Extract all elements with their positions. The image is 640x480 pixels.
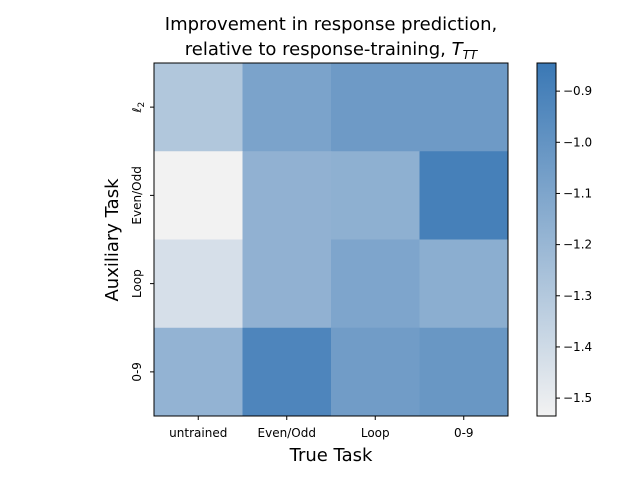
heatmap-cell [242, 63, 332, 152]
heatmap-cell [242, 239, 332, 329]
colorbar-tick-label: −1.0 [563, 135, 592, 149]
colorbar [536, 62, 557, 417]
colorbar-tick-label: −1.2 [563, 238, 592, 252]
heatmap-cell [154, 327, 243, 417]
heatmap-cell [242, 151, 332, 240]
heatmap-cell [242, 327, 332, 417]
y-axis-ticks: ℓ2 Even/Odd Loop 0-9 [130, 102, 154, 382]
heatmap-cell [419, 63, 509, 152]
colorbar-tick-label: −1.1 [563, 186, 592, 200]
chart-title-line1: Improvement in response prediction, [165, 14, 497, 35]
heatmap-cell [331, 239, 420, 329]
chart-title-line2: relative to response-training, TTT [185, 39, 479, 62]
x-axis-label: True Task [289, 445, 373, 466]
y-tick-label: ℓ2 [130, 102, 147, 114]
colorbar-tick-label: −1.4 [563, 340, 592, 354]
chart-title-line2-prefix: relative to response-training, [185, 39, 452, 60]
chart-title-subscript: TT [463, 48, 479, 62]
x-axis-ticks: untrained Even/Odd Loop 0-9 [169, 416, 474, 440]
heatmap-cells [154, 63, 509, 417]
colorbar-tick-label: −1.5 [563, 391, 592, 405]
heatmap-cell [331, 151, 420, 240]
x-tick-label: 0-9 [454, 426, 474, 440]
heatmap-cell [331, 327, 420, 417]
x-tick-label: Loop [361, 426, 390, 440]
heatmap-cell [154, 239, 243, 329]
y-tick-label: Even/Odd [130, 166, 144, 224]
heatmap-cell [419, 239, 509, 329]
heatmap-cell [154, 63, 243, 152]
y-tick-label: 0-9 [130, 362, 144, 382]
x-tick-label: untrained [169, 426, 227, 440]
chart-title-symbol: T [452, 39, 465, 60]
colorbar-ticks: −1.5 −1.4 −1.3 −1.2 −1.1 −1.0 −0.9 [556, 84, 592, 405]
y-axis-label: Auxiliary Task [102, 178, 123, 302]
x-tick-label: Even/Odd [258, 426, 316, 440]
colorbar-tick-label: −0.9 [563, 84, 592, 98]
y-tick-label: Loop [130, 269, 144, 298]
heatmap-cell [331, 63, 420, 152]
plot-frame [153, 62, 509, 417]
colorbar-tick-label: −1.3 [563, 289, 592, 303]
heatmap-cell [154, 151, 243, 240]
heatmap-cell [419, 151, 509, 240]
heatmap-cell [419, 327, 509, 417]
